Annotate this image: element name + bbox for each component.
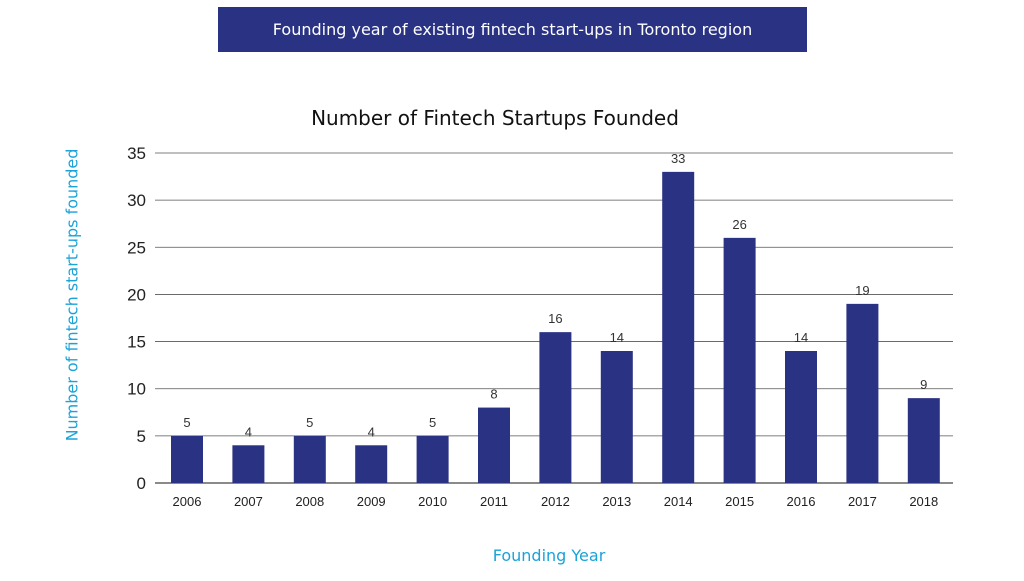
data-label: 5	[183, 415, 190, 430]
x-tick-label: 2012	[541, 494, 570, 509]
x-tick-label: 2013	[602, 494, 631, 509]
bar	[232, 445, 265, 483]
bar	[846, 303, 879, 483]
bar	[478, 407, 510, 483]
data-label: 14	[610, 330, 624, 345]
data-label: 9	[920, 377, 927, 392]
bars	[171, 171, 940, 483]
value-labels: 5 4 5 4 5 8 16 14 33 26 14 19 9	[183, 151, 927, 439]
bar	[539, 332, 572, 483]
data-label: 5	[429, 415, 436, 430]
y-tick-label: 10	[127, 380, 146, 399]
data-label: 4	[245, 424, 252, 439]
data-label: 5	[306, 415, 313, 430]
data-label: 14	[794, 330, 808, 345]
data-label: 16	[548, 311, 562, 326]
bar	[907, 398, 940, 483]
y-tick-label: 35	[127, 144, 146, 163]
data-label: 26	[732, 217, 746, 232]
bar	[293, 435, 326, 483]
y-tick-label: 30	[127, 191, 146, 210]
bar	[416, 435, 449, 483]
x-tick-label: 2007	[234, 494, 263, 509]
bar	[355, 445, 388, 483]
x-tick-label: 2006	[173, 494, 202, 509]
bar	[662, 171, 695, 483]
chart-banner: Founding year of existing fintech start-…	[218, 7, 807, 52]
x-tick-label: 2010	[418, 494, 447, 509]
y-tick-label: 15	[127, 333, 146, 352]
bar	[171, 435, 203, 483]
x-tick-label: 2017	[848, 494, 877, 509]
x-tick-label: 2015	[725, 494, 754, 509]
y-tick-label: 20	[127, 285, 146, 304]
x-tick-label: 2014	[664, 494, 693, 509]
data-label: 8	[490, 387, 497, 402]
x-tick-label: 2008	[295, 494, 324, 509]
bar	[785, 351, 817, 483]
data-label: 33	[671, 151, 685, 166]
x-axis-label: Founding Year	[492, 546, 606, 565]
x-tick-label: 2018	[909, 494, 938, 509]
x-tick-label: 2009	[357, 494, 386, 509]
bar	[723, 237, 756, 483]
x-tick-label: 2016	[787, 494, 816, 509]
bar	[600, 351, 633, 483]
x-tick-label: 2011	[480, 494, 508, 509]
y-tick-label: 25	[127, 238, 146, 257]
y-tick-label: 5	[137, 427, 146, 446]
data-label: 19	[855, 283, 869, 298]
chart-title: Number of Fintech Startups Founded	[311, 106, 679, 130]
data-label: 4	[368, 424, 375, 439]
axis-ticks: 0 5 10 15 20 25 30 35 2006 2007 2008 2009 2010 2011 20…	[127, 144, 938, 509]
y-tick-label: 0	[137, 474, 146, 493]
